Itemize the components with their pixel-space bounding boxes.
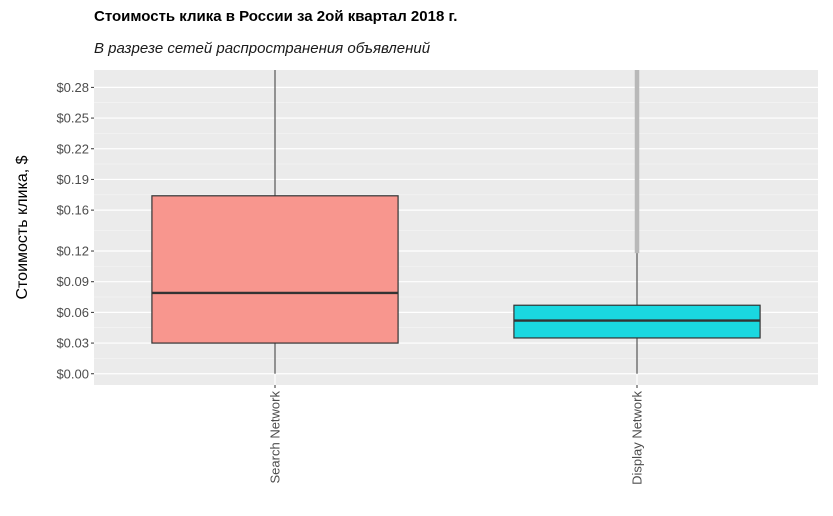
y-tick-label: $0.22 bbox=[56, 141, 89, 156]
y-tick-label: $0.25 bbox=[56, 111, 89, 126]
y-tick-label: $0.16 bbox=[56, 203, 89, 218]
y-tick-label: $0.12 bbox=[56, 244, 89, 259]
y-axis-title: Стоимость клика, $ bbox=[14, 155, 31, 299]
y-tick-label: $0.00 bbox=[56, 366, 89, 381]
y-tick-label: $0.06 bbox=[56, 305, 89, 320]
chart-title: Стоимость клика в России за 2ой квартал … bbox=[94, 8, 458, 25]
y-tick-label: $0.09 bbox=[56, 274, 89, 289]
chart-subtitle: В разрезе сетей распространения объявлен… bbox=[94, 40, 431, 57]
x-tick-label: Display Network bbox=[630, 391, 645, 485]
y-tick-label: $0.28 bbox=[56, 80, 89, 95]
y-tick-label: $0.03 bbox=[56, 336, 89, 351]
box-group-display-network bbox=[513, 70, 761, 374]
box-iqr bbox=[151, 195, 399, 344]
y-tick-label: $0.19 bbox=[56, 172, 89, 187]
box-group-search-network bbox=[151, 70, 399, 374]
x-tick-label: Search Network bbox=[268, 391, 283, 484]
